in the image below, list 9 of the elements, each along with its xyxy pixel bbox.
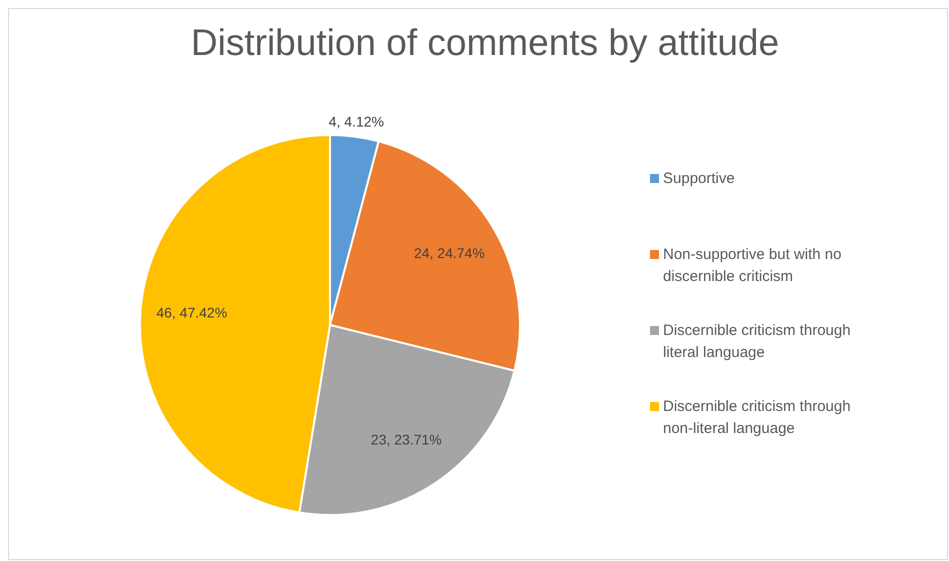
data-label: 24, 24.74% [414,245,485,262]
legend-label: Discernible criticism through literal language [663,322,851,361]
legend-label: Discernible criticism through non-literal language [663,398,851,437]
legend-label: Supportive [663,170,735,187]
legend-label: Non-supportive but with no discernible criticism [663,246,842,285]
data-label: 4, 4.12% [328,113,384,130]
chart-title: Distribution of comments by attitude [190,22,780,63]
data-label: 23, 23.71% [370,431,442,448]
data-label: 46, 47.42% [156,304,228,320]
